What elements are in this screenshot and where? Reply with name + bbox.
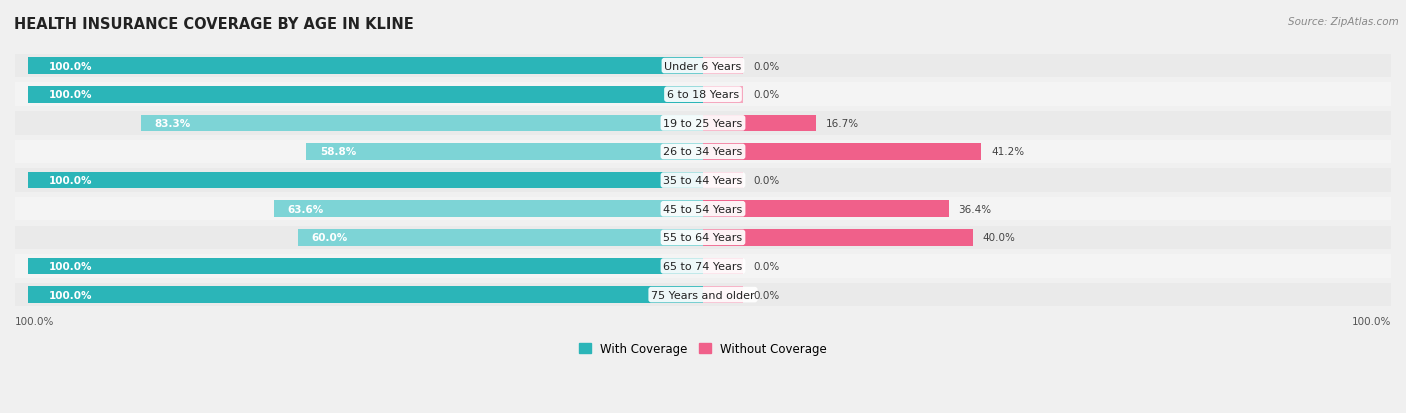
Bar	[307, 144, 703, 160]
Text: 0.0%: 0.0%	[754, 90, 780, 100]
Bar	[28, 172, 703, 189]
Bar	[703, 201, 949, 218]
Bar	[15, 140, 1391, 164]
Bar	[15, 255, 1391, 278]
Bar	[15, 197, 1391, 221]
Bar	[703, 287, 744, 303]
Text: 16.7%: 16.7%	[825, 119, 859, 128]
Bar	[15, 55, 1391, 78]
Bar	[15, 112, 1391, 135]
Text: 45 to 54 Years: 45 to 54 Years	[664, 204, 742, 214]
Bar	[274, 201, 703, 218]
Bar	[15, 283, 1391, 306]
Text: 41.2%: 41.2%	[991, 147, 1024, 157]
Text: 100.0%: 100.0%	[1351, 316, 1391, 326]
Text: 100.0%: 100.0%	[15, 316, 55, 326]
Text: 63.6%: 63.6%	[287, 204, 323, 214]
Bar	[703, 144, 981, 160]
Text: 100.0%: 100.0%	[49, 176, 93, 186]
Text: Under 6 Years: Under 6 Years	[665, 62, 741, 71]
Text: 6 to 18 Years: 6 to 18 Years	[666, 90, 740, 100]
Bar	[28, 258, 703, 275]
Text: 19 to 25 Years: 19 to 25 Years	[664, 119, 742, 128]
Text: 0.0%: 0.0%	[754, 261, 780, 271]
Text: 58.8%: 58.8%	[321, 147, 356, 157]
Text: 36.4%: 36.4%	[959, 204, 991, 214]
Bar	[28, 87, 703, 103]
Text: 55 to 64 Years: 55 to 64 Years	[664, 233, 742, 243]
Bar	[703, 115, 815, 132]
Text: 26 to 34 Years: 26 to 34 Years	[664, 147, 742, 157]
Bar	[703, 87, 744, 103]
Bar	[15, 226, 1391, 249]
Text: 0.0%: 0.0%	[754, 176, 780, 186]
Text: 100.0%: 100.0%	[49, 261, 93, 271]
Text: 100.0%: 100.0%	[49, 62, 93, 71]
Bar	[15, 169, 1391, 192]
Bar	[141, 115, 703, 132]
Text: 60.0%: 60.0%	[312, 233, 349, 243]
Bar	[703, 230, 973, 246]
Text: 75 Years and older: 75 Years and older	[651, 290, 755, 300]
Text: 0.0%: 0.0%	[754, 290, 780, 300]
Bar	[28, 58, 703, 75]
Bar	[15, 83, 1391, 107]
Text: 65 to 74 Years: 65 to 74 Years	[664, 261, 742, 271]
Text: 100.0%: 100.0%	[49, 90, 93, 100]
Text: 83.3%: 83.3%	[155, 119, 191, 128]
Text: HEALTH INSURANCE COVERAGE BY AGE IN KLINE: HEALTH INSURANCE COVERAGE BY AGE IN KLIN…	[14, 17, 413, 31]
Legend: With Coverage, Without Coverage: With Coverage, Without Coverage	[574, 337, 832, 360]
Bar	[703, 172, 744, 189]
Bar	[298, 230, 703, 246]
Text: 100.0%: 100.0%	[49, 290, 93, 300]
Text: Source: ZipAtlas.com: Source: ZipAtlas.com	[1288, 17, 1399, 26]
Text: 40.0%: 40.0%	[983, 233, 1015, 243]
Bar	[703, 58, 744, 75]
Bar	[28, 287, 703, 303]
Bar	[703, 258, 744, 275]
Text: 0.0%: 0.0%	[754, 62, 780, 71]
Text: 35 to 44 Years: 35 to 44 Years	[664, 176, 742, 186]
